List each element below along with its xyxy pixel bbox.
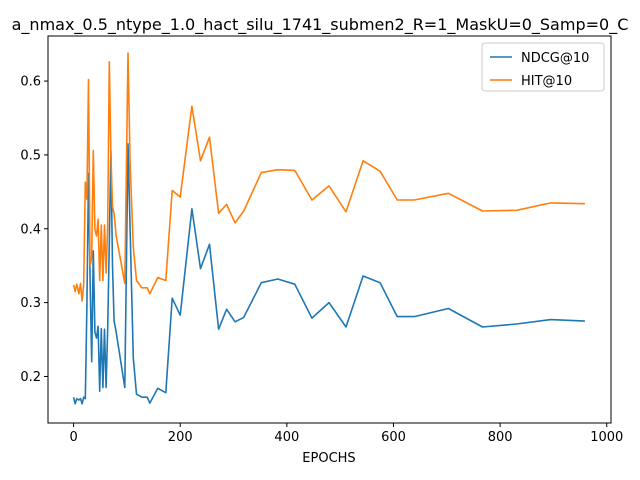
x-axis: 0 200 400 600 800 1000: [69, 423, 623, 445]
legend-box: [481, 42, 605, 92]
y-tick-label: 0.6: [20, 75, 41, 90]
legend-label-1: NDCG@10: [521, 51, 589, 66]
x-axis-label: EPOCHS: [302, 451, 355, 466]
x-tick-label: 0: [69, 430, 77, 445]
series-line-2: [72, 52, 585, 302]
x-tick-label: 400: [274, 430, 299, 445]
x-tick-label: 200: [168, 430, 193, 445]
legend-label-2: HIT@10: [521, 74, 572, 89]
x-tick-label: 800: [488, 430, 513, 445]
legend: NDCG@10 HIT@10: [481, 42, 605, 92]
y-tick-label: 0.4: [20, 222, 41, 237]
x-tick-label: 1000: [590, 430, 623, 445]
chart-title: a_nmax_0.5_ntype_1.0_hact_silu_1741_subm…: [12, 15, 629, 35]
x-tick-label: 600: [381, 430, 406, 445]
series-line-1: [72, 143, 585, 405]
y-axis: 0.2 0.3 0.4 0.5 0.6: [20, 75, 48, 385]
plot-frame: [47, 35, 612, 424]
y-tick-label: 0.2: [20, 370, 41, 385]
plot-lines: [72, 52, 585, 405]
y-tick-label: 0.5: [20, 148, 41, 163]
y-tick-label: 0.3: [20, 296, 41, 311]
